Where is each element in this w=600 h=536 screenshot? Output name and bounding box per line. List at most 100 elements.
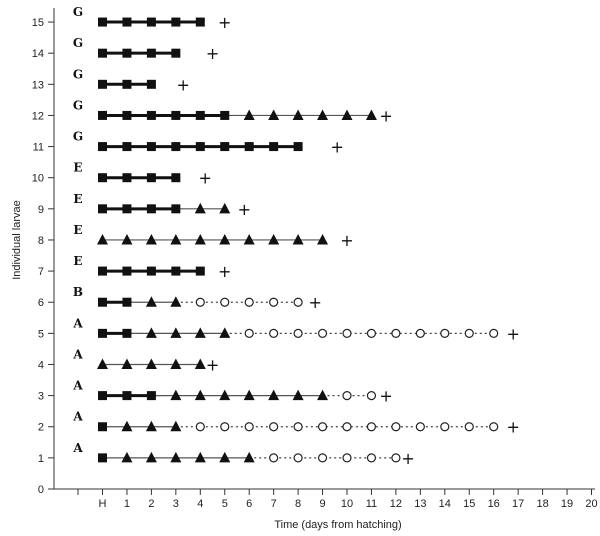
circle-marker xyxy=(440,422,450,432)
triangle-marker xyxy=(194,202,206,214)
triangle-marker xyxy=(145,233,157,245)
square-marker xyxy=(146,110,156,120)
group-label: A xyxy=(72,379,83,393)
square-marker xyxy=(195,266,205,276)
square-marker xyxy=(122,328,132,338)
square-marker xyxy=(146,391,156,401)
triangle-marker xyxy=(170,327,182,338)
death-marker: + xyxy=(218,262,231,281)
triangle-marker xyxy=(170,296,182,307)
y-tick-label: 9 xyxy=(38,204,44,216)
y-tick-label: 14 xyxy=(32,48,44,60)
square-marker xyxy=(122,142,132,152)
x-tick-label: 6 xyxy=(246,498,252,510)
triangle-marker xyxy=(219,327,231,338)
x-tick-label: 2 xyxy=(148,498,154,510)
square-marker xyxy=(98,422,107,432)
circle-marker xyxy=(195,297,205,307)
larva-row: +G xyxy=(73,98,393,125)
triangle-marker xyxy=(243,233,255,245)
square-marker xyxy=(122,266,132,276)
triangle-marker xyxy=(121,233,133,245)
circle-marker xyxy=(293,422,303,432)
x-tick-label: 18 xyxy=(536,498,548,510)
group-label: A xyxy=(72,441,83,455)
x-axis-label: Time (days from hatching) xyxy=(274,519,401,531)
larva-row: +E xyxy=(73,223,353,250)
x-tick-label: 4 xyxy=(197,498,203,510)
death-marker: + xyxy=(309,293,322,312)
square-marker xyxy=(146,142,156,152)
square-marker xyxy=(171,266,181,276)
circle-marker xyxy=(366,453,377,463)
larva-row: +B xyxy=(73,285,322,312)
triangle-marker xyxy=(145,296,157,307)
larva-row: +G xyxy=(73,67,190,94)
circle-marker xyxy=(220,422,230,432)
square-marker xyxy=(146,17,156,27)
square-marker xyxy=(98,110,107,120)
larva-row: +A xyxy=(72,379,392,406)
square-marker xyxy=(122,79,132,89)
x-tick-label: 17 xyxy=(512,498,524,510)
circle-marker xyxy=(366,328,377,338)
triangle-marker xyxy=(97,233,108,245)
x-tick-label: 20 xyxy=(585,498,597,510)
triangle-marker xyxy=(121,451,133,463)
group-label: E xyxy=(73,223,82,237)
death-marker: + xyxy=(379,106,392,125)
death-marker: + xyxy=(507,324,520,343)
square-marker xyxy=(146,173,156,183)
group-label: G xyxy=(73,5,83,19)
triangle-marker xyxy=(170,233,182,245)
triangle-marker xyxy=(219,451,231,463)
circle-marker xyxy=(464,328,474,338)
triangle-marker xyxy=(194,451,206,463)
square-marker xyxy=(98,17,107,27)
x-tick-label: 14 xyxy=(439,498,451,510)
y-tick-label: 4 xyxy=(38,359,44,371)
y-tick-label: 6 xyxy=(38,297,44,309)
triangle-marker xyxy=(219,389,231,401)
circle-marker xyxy=(293,328,303,338)
larva-row: +A xyxy=(72,410,520,437)
triangle-marker xyxy=(365,109,377,120)
square-marker xyxy=(146,204,156,214)
x-ticks: H 1 2 3 4 5 6 7 8 9 10 11 12 13 14 15 16 17 18 19 20 xyxy=(77,489,598,510)
square-marker xyxy=(195,142,205,152)
death-marker: + xyxy=(331,138,344,157)
larva-row: +G xyxy=(73,36,219,63)
square-marker xyxy=(195,110,205,120)
larva-row: +A xyxy=(72,316,520,343)
group-label: E xyxy=(73,254,82,268)
axes xyxy=(53,8,595,490)
circle-marker xyxy=(342,328,352,338)
triangle-marker xyxy=(194,358,206,369)
triangle-marker xyxy=(243,389,255,401)
square-marker xyxy=(98,453,107,463)
triangle-marker xyxy=(194,327,206,338)
y-tick-label: 10 xyxy=(32,173,44,185)
circle-marker xyxy=(317,328,328,338)
death-marker: + xyxy=(198,169,211,188)
circle-marker xyxy=(440,328,450,338)
x-tick-label: 19 xyxy=(561,498,573,510)
square-marker xyxy=(122,173,132,183)
x-tick-label: H xyxy=(99,498,107,510)
y-tick-label: 5 xyxy=(38,328,44,340)
triangle-marker xyxy=(243,451,255,463)
square-marker xyxy=(220,142,230,152)
triangle-marker xyxy=(317,109,329,120)
death-marker: + xyxy=(379,387,392,406)
x-tick-label: 12 xyxy=(390,498,402,510)
death-marker: + xyxy=(206,44,219,63)
triangle-marker xyxy=(170,451,182,463)
plot-area: +G+G+G+G+G+E+E+E+E+B+A+A+A+A+A xyxy=(72,5,520,468)
circle-marker xyxy=(293,453,303,463)
triangle-marker xyxy=(292,233,304,245)
larva-row: +G xyxy=(73,5,232,32)
triangle-marker xyxy=(219,202,231,214)
square-marker xyxy=(171,173,181,183)
triangle-marker xyxy=(145,358,157,369)
